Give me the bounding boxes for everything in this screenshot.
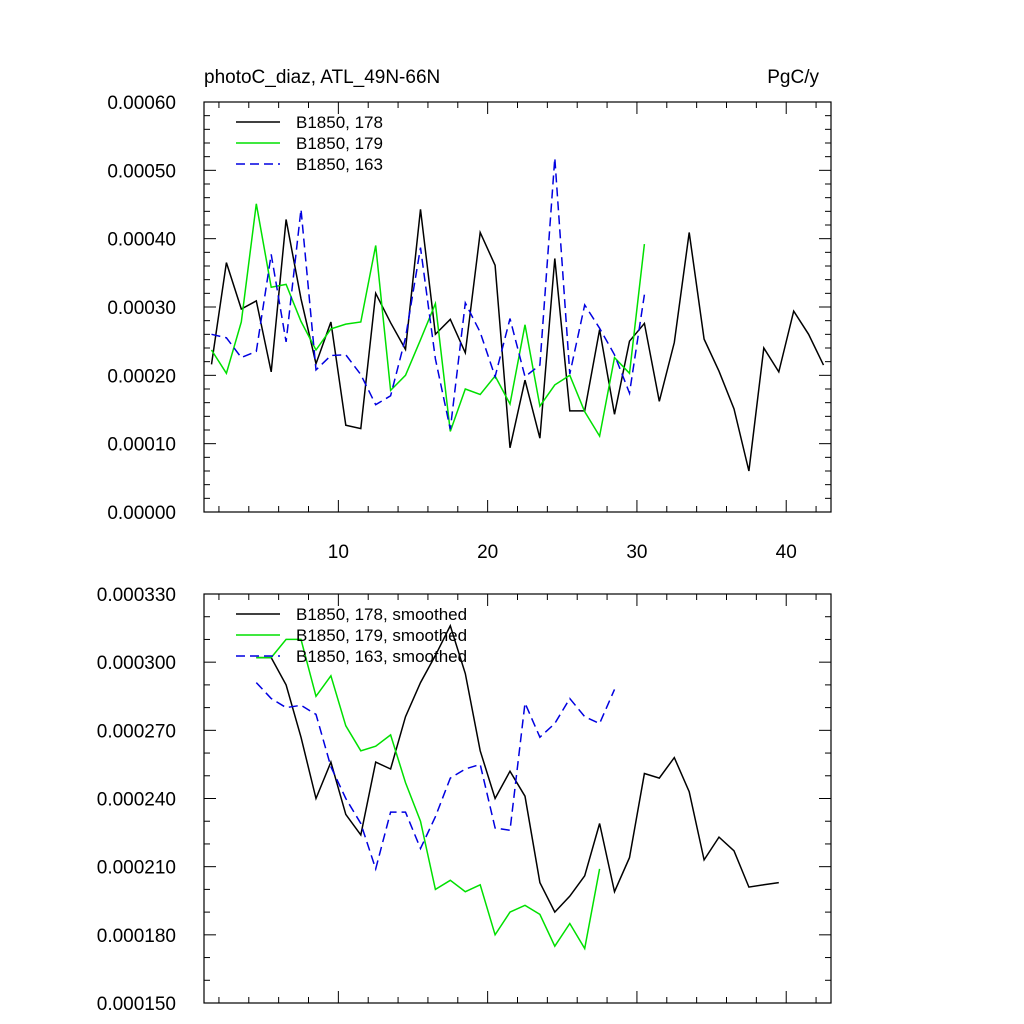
y-tick-label: 0.000330 <box>97 585 176 606</box>
series-line-0 <box>210 209 825 472</box>
y-tick-label: 0.00050 <box>107 161 176 182</box>
y-tick-label: 0.000270 <box>97 721 176 742</box>
y-tick-label: 0.000300 <box>97 653 176 674</box>
series-line-2 <box>211 157 646 430</box>
units-label: PgC/y <box>767 67 819 88</box>
y-tick-label: 0.00060 <box>107 93 176 114</box>
y-tick-label: 0.000180 <box>97 926 176 947</box>
y-tick-label: 0.00010 <box>107 435 176 456</box>
top-panel: photoC_diaz, ATL_49N-66N PgC/y 0.00000 0.00… <box>107 67 832 563</box>
y-tick-label: 0.00020 <box>107 366 176 387</box>
bottom-panel: 0.000150 0.000180 0.000210 0.000240 0.000270… <box>97 585 832 1015</box>
y-tick-label: 0.00040 <box>107 230 176 251</box>
legend-label-1: B1850, 179 <box>296 134 383 153</box>
legend-label-1: B1850, 179, smoothed <box>296 626 467 645</box>
y-tick-label: 0.00000 <box>107 503 176 524</box>
y-tick-label: 0.000210 <box>97 858 176 879</box>
series-line-2 <box>255 682 616 872</box>
legend-label-2: B1850, 163 <box>296 155 383 174</box>
x-tick-label: 20 <box>477 542 498 563</box>
x-tick-label: 40 <box>776 542 797 563</box>
series-line-1 <box>256 638 601 951</box>
legend-label-0: B1850, 178, smoothed <box>296 605 467 624</box>
legend-label-2: B1850, 163, smoothed <box>296 647 467 666</box>
y-tick-label: 0.000240 <box>97 790 176 811</box>
x-tick-label: 10 <box>328 542 349 563</box>
y-tick-label: 0.00030 <box>107 298 176 319</box>
series-line-0 <box>256 623 779 914</box>
legend-label-0: B1850, 178 <box>296 113 383 132</box>
chart-title: photoC_diaz, ATL_49N-66N <box>204 67 440 88</box>
x-tick-label: 30 <box>626 542 647 563</box>
series-line-1 <box>210 203 646 439</box>
y-tick-label: 0.000150 <box>97 994 176 1015</box>
